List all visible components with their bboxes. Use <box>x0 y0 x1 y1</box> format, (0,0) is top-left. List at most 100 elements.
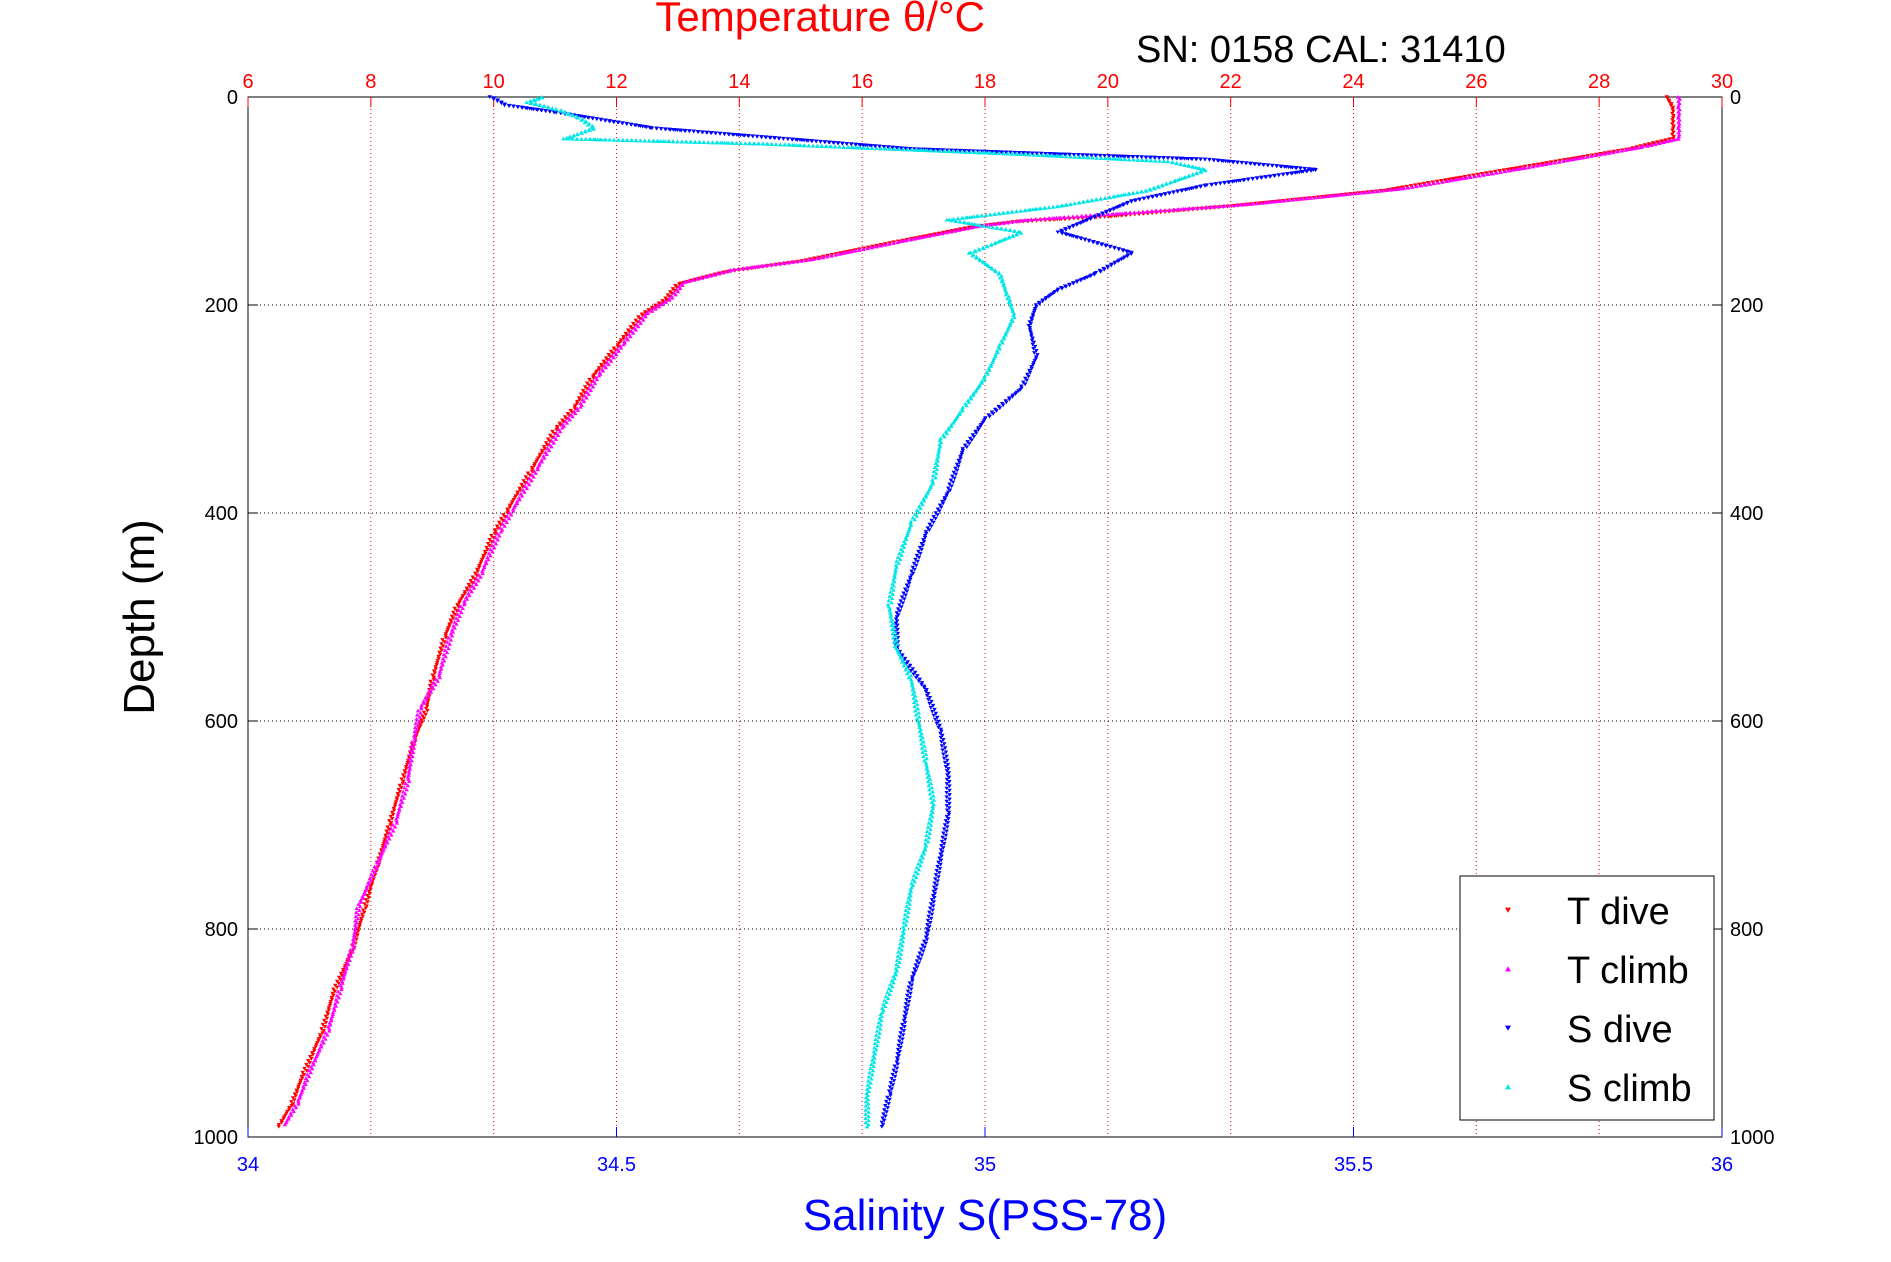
data-point <box>1168 180 1173 185</box>
data-point <box>987 368 992 372</box>
data-point <box>500 522 505 526</box>
data-point <box>1109 263 1114 268</box>
data-point <box>988 222 994 227</box>
depth-tick-label-left: 800 <box>205 919 238 941</box>
data-point <box>938 862 943 867</box>
data-point <box>481 555 486 560</box>
data-point <box>1127 210 1132 215</box>
data-point <box>699 130 705 135</box>
data-point <box>884 1110 889 1115</box>
data-point <box>354 910 359 915</box>
data-point <box>590 116 596 121</box>
data-point <box>919 541 924 546</box>
data-point <box>1375 189 1381 193</box>
data-point <box>470 584 475 588</box>
data-point <box>1207 158 1212 162</box>
temperature-tick-label: 30 <box>1711 71 1733 93</box>
data-point <box>831 141 836 145</box>
data-point <box>523 475 528 480</box>
data-point <box>514 501 520 506</box>
data-point <box>902 912 908 917</box>
data-point <box>535 465 540 470</box>
data-point <box>500 518 506 523</box>
data-point <box>414 727 420 732</box>
data-point <box>628 334 633 339</box>
data-point <box>1107 209 1113 213</box>
data-point <box>502 103 507 108</box>
data-point <box>494 524 500 529</box>
data-point <box>1202 184 1208 188</box>
data-point <box>928 827 933 831</box>
data-point <box>1001 220 1007 225</box>
data-point <box>790 137 795 142</box>
data-point <box>498 522 503 527</box>
data-point <box>391 828 396 833</box>
data-point <box>585 122 591 127</box>
data-point <box>490 549 495 554</box>
data-point <box>1107 195 1112 200</box>
data-point <box>958 454 963 459</box>
data-point <box>1088 153 1094 158</box>
data-point <box>529 465 535 470</box>
data-point <box>865 1097 871 1102</box>
data-point <box>918 863 923 868</box>
data-point <box>1143 158 1149 163</box>
data-point <box>1102 154 1107 158</box>
data-point <box>356 912 361 917</box>
data-point <box>959 450 965 455</box>
data-point <box>1000 151 1006 156</box>
data-point <box>305 1064 311 1069</box>
data-point <box>1510 167 1516 172</box>
data-point <box>978 424 983 429</box>
data-point <box>913 675 919 680</box>
data-point <box>393 802 398 807</box>
data-point <box>927 528 932 532</box>
data-point <box>582 393 587 398</box>
data-point <box>351 945 357 950</box>
data-point <box>902 587 908 592</box>
data-point <box>900 659 905 664</box>
data-point <box>415 723 421 727</box>
data-point <box>311 1062 316 1067</box>
data-point <box>471 586 477 590</box>
data-point <box>434 663 439 667</box>
data-point <box>895 954 900 958</box>
data-point <box>287 1105 292 1110</box>
data-point <box>322 1025 328 1029</box>
data-point <box>903 908 908 913</box>
data-point <box>327 1020 332 1025</box>
data-point <box>1029 217 1034 222</box>
data-point <box>474 573 479 578</box>
data-point <box>547 109 553 114</box>
data-point <box>901 1018 907 1023</box>
data-point <box>605 357 610 362</box>
data-point <box>388 814 393 819</box>
data-point <box>443 636 449 640</box>
data-point <box>431 686 436 691</box>
data-point <box>1027 328 1033 332</box>
data-point <box>1086 239 1092 244</box>
data-point <box>942 498 948 502</box>
data-point <box>525 477 530 481</box>
data-point <box>332 989 338 994</box>
data-point <box>362 910 367 915</box>
data-point <box>931 889 936 894</box>
data-point <box>1009 219 1015 224</box>
data-point <box>903 535 909 540</box>
data-point <box>327 1026 332 1031</box>
temperature-tick-label: 20 <box>1097 71 1119 93</box>
data-point <box>944 754 949 759</box>
data-point <box>402 775 407 780</box>
data-point <box>502 518 508 523</box>
data-point <box>403 771 408 775</box>
data-point <box>571 133 576 138</box>
data-point <box>365 900 370 904</box>
data-point <box>935 459 941 463</box>
data-point <box>1645 144 1650 148</box>
data-point <box>876 1035 882 1039</box>
data-point <box>533 471 538 475</box>
data-point <box>893 567 898 571</box>
data-point <box>409 758 414 763</box>
data-point <box>866 1105 871 1110</box>
data-point <box>691 129 696 134</box>
